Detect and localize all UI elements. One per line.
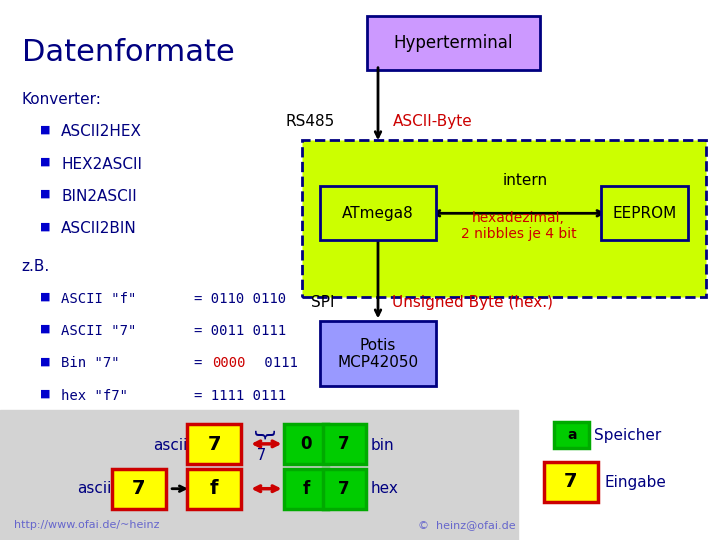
FancyBboxPatch shape bbox=[187, 424, 241, 464]
Text: f: f bbox=[214, 448, 222, 463]
FancyBboxPatch shape bbox=[320, 321, 436, 386]
Text: ASCII2HEX: ASCII2HEX bbox=[61, 124, 142, 139]
Text: f: f bbox=[302, 480, 310, 498]
Text: ■: ■ bbox=[40, 221, 50, 232]
Text: ASCII-Byte: ASCII-Byte bbox=[392, 114, 472, 129]
Text: EEPROM: EEPROM bbox=[612, 206, 677, 221]
Text: ■: ■ bbox=[40, 292, 50, 302]
FancyBboxPatch shape bbox=[544, 462, 598, 502]
Text: 0000: 0000 bbox=[212, 356, 246, 370]
Text: Speicher: Speicher bbox=[594, 428, 661, 443]
Text: ASCII "7": ASCII "7" bbox=[61, 324, 137, 338]
Text: 7: 7 bbox=[207, 435, 221, 454]
Text: ■: ■ bbox=[40, 124, 50, 134]
Text: 7: 7 bbox=[338, 480, 350, 498]
FancyBboxPatch shape bbox=[601, 186, 688, 240]
Text: RS485: RS485 bbox=[286, 114, 335, 129]
FancyBboxPatch shape bbox=[554, 422, 589, 448]
Text: Datenformate: Datenformate bbox=[22, 38, 234, 67]
Text: 7: 7 bbox=[338, 435, 350, 453]
Text: Konverter:: Konverter: bbox=[22, 92, 102, 107]
Text: Bin "7": Bin "7" bbox=[61, 356, 145, 370]
Text: Eingabe: Eingabe bbox=[605, 475, 667, 490]
Text: = 0011 0111: = 0011 0111 bbox=[194, 324, 287, 338]
Text: ■: ■ bbox=[40, 189, 50, 199]
Text: 7: 7 bbox=[564, 472, 577, 491]
Text: hexadezimal,
2 nibbles je 4 bit: hexadezimal, 2 nibbles je 4 bit bbox=[461, 211, 576, 241]
FancyBboxPatch shape bbox=[284, 469, 328, 509]
Text: Hyperterminal: Hyperterminal bbox=[394, 34, 513, 52]
Text: BIN2ASCII: BIN2ASCII bbox=[61, 189, 137, 204]
Text: f: f bbox=[210, 480, 218, 498]
Text: ©  heinz@ofai.de: © heinz@ofai.de bbox=[418, 520, 516, 530]
Text: ASCII2BIN: ASCII2BIN bbox=[61, 221, 137, 237]
Text: 0: 0 bbox=[300, 435, 312, 453]
Text: SPI: SPI bbox=[311, 295, 335, 310]
Text: ■: ■ bbox=[40, 356, 50, 367]
Text: ■: ■ bbox=[40, 324, 50, 334]
FancyBboxPatch shape bbox=[0, 410, 518, 540]
FancyBboxPatch shape bbox=[323, 469, 366, 509]
Text: ascii: ascii bbox=[153, 438, 187, 453]
Text: = 1111 0111: = 1111 0111 bbox=[194, 389, 287, 403]
Text: = 0110 0110: = 0110 0110 bbox=[194, 292, 287, 306]
Text: }: } bbox=[251, 429, 271, 443]
Text: a: a bbox=[567, 428, 577, 442]
Text: Unsigned Byte (hex.): Unsigned Byte (hex.) bbox=[392, 295, 554, 310]
FancyBboxPatch shape bbox=[367, 16, 540, 70]
FancyBboxPatch shape bbox=[323, 424, 366, 464]
Text: ■: ■ bbox=[40, 389, 50, 399]
Text: 7: 7 bbox=[257, 448, 266, 463]
Text: hex "f7": hex "f7" bbox=[61, 389, 145, 403]
FancyBboxPatch shape bbox=[302, 140, 706, 297]
Text: z.B.: z.B. bbox=[22, 259, 50, 274]
Text: =: = bbox=[194, 356, 211, 370]
Text: HEX2ASCII: HEX2ASCII bbox=[61, 157, 142, 172]
Text: bin: bin bbox=[371, 438, 395, 453]
Text: ■: ■ bbox=[40, 157, 50, 167]
FancyBboxPatch shape bbox=[320, 186, 436, 240]
Text: intern: intern bbox=[503, 173, 548, 188]
Text: 0111: 0111 bbox=[256, 356, 297, 370]
FancyBboxPatch shape bbox=[284, 424, 328, 464]
Text: ATmega8: ATmega8 bbox=[342, 206, 414, 221]
Text: Potis
MCP42050: Potis MCP42050 bbox=[338, 338, 418, 370]
Text: hex: hex bbox=[371, 481, 399, 496]
Text: ASCII "f": ASCII "f" bbox=[61, 292, 137, 306]
FancyBboxPatch shape bbox=[187, 469, 241, 509]
Text: 7: 7 bbox=[132, 480, 145, 498]
Text: ascii: ascii bbox=[77, 481, 112, 496]
Text: }: } bbox=[208, 429, 228, 443]
FancyBboxPatch shape bbox=[112, 469, 166, 509]
Text: http://www.ofai.de/~heinz: http://www.ofai.de/~heinz bbox=[14, 520, 160, 530]
